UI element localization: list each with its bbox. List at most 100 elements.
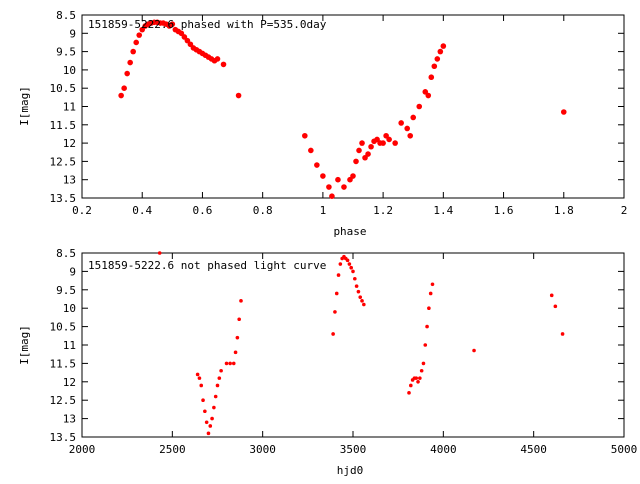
y-tick-label: 9 bbox=[69, 27, 76, 40]
data-point bbox=[365, 151, 371, 157]
data-point bbox=[233, 350, 238, 355]
data-point bbox=[212, 405, 216, 410]
y-axis-label: I[mag] bbox=[18, 86, 31, 126]
data-point bbox=[203, 409, 207, 414]
data-point bbox=[136, 32, 143, 38]
data-point bbox=[430, 282, 435, 287]
x-tick-label: 2 bbox=[621, 204, 628, 217]
data-point bbox=[206, 431, 211, 436]
data-point bbox=[437, 48, 444, 55]
y-tick-label: 10 bbox=[63, 64, 76, 77]
data-point bbox=[308, 147, 314, 154]
y-tick-label: 9.5 bbox=[56, 46, 76, 59]
data-point bbox=[347, 262, 352, 266]
y-tick-label: 11.5 bbox=[50, 119, 77, 132]
x-tick-label: 5000 bbox=[611, 443, 638, 456]
x-tick-label: 0.4 bbox=[132, 204, 152, 217]
data-point bbox=[329, 193, 335, 199]
data-point bbox=[414, 376, 419, 380]
data-point bbox=[124, 70, 130, 77]
data-point bbox=[421, 361, 426, 366]
y-tick-label: 9 bbox=[69, 265, 76, 278]
data-point bbox=[210, 416, 214, 421]
data-point bbox=[199, 383, 204, 388]
x-tick-label: 4500 bbox=[520, 443, 547, 456]
y-tick-label: 13 bbox=[63, 174, 76, 187]
x-axis-label: hjd0 bbox=[337, 464, 364, 477]
data-point bbox=[333, 310, 337, 314]
y-tick-label: 12 bbox=[63, 376, 76, 389]
x-tick-label: 4000 bbox=[430, 443, 457, 456]
y-tick-label: 8.5 bbox=[56, 247, 76, 260]
data-point bbox=[472, 348, 476, 353]
y-tick-label: 13.5 bbox=[50, 192, 77, 205]
data-point bbox=[404, 125, 411, 132]
data-point bbox=[398, 120, 404, 126]
data-point bbox=[302, 132, 308, 139]
y-tick-label: 12 bbox=[63, 137, 76, 150]
y-tick-label: 11.5 bbox=[50, 357, 77, 370]
y-tick-label: 10.5 bbox=[50, 82, 77, 95]
data-point bbox=[336, 273, 341, 277]
data-point bbox=[121, 85, 127, 91]
data-point bbox=[358, 295, 363, 299]
x-tick-label: 1.4 bbox=[433, 204, 453, 217]
data-point bbox=[334, 291, 339, 296]
data-point bbox=[314, 162, 320, 168]
data-point bbox=[427, 306, 431, 311]
x-axis-label: phase bbox=[333, 225, 366, 238]
data-point bbox=[197, 376, 202, 380]
data-point bbox=[351, 269, 355, 274]
data-point bbox=[335, 176, 341, 183]
x-tick-label: 0.2 bbox=[72, 204, 92, 217]
data-point bbox=[239, 299, 243, 303]
data-point bbox=[169, 21, 176, 27]
data-point bbox=[434, 56, 441, 62]
data-point bbox=[356, 147, 362, 154]
x-tick-label: 0.8 bbox=[253, 204, 273, 217]
data-point bbox=[157, 251, 162, 255]
plot-frame bbox=[81, 14, 625, 199]
data-point bbox=[560, 109, 567, 115]
x-tick-label: 1.6 bbox=[494, 204, 514, 217]
data-point bbox=[428, 74, 435, 81]
data-point bbox=[407, 132, 414, 139]
y-tick-label: 12.5 bbox=[50, 155, 77, 168]
y-tick-label: 13.5 bbox=[50, 431, 77, 444]
data-point bbox=[368, 143, 374, 150]
data-point bbox=[224, 361, 229, 366]
data-point bbox=[425, 92, 432, 99]
data-point bbox=[133, 39, 139, 46]
data-point bbox=[217, 376, 222, 380]
data-point bbox=[362, 302, 366, 307]
y-tick-label: 10.5 bbox=[50, 321, 77, 334]
x-tick-label: 1 bbox=[320, 204, 327, 217]
x-tick-label: 3000 bbox=[249, 443, 276, 456]
data-point bbox=[235, 92, 242, 99]
data-point bbox=[353, 276, 357, 281]
data-point bbox=[350, 173, 356, 179]
data-point bbox=[560, 332, 565, 336]
data-point bbox=[214, 56, 221, 62]
data-point bbox=[425, 324, 429, 329]
data-point bbox=[341, 184, 347, 190]
data-point bbox=[359, 140, 365, 146]
data-point bbox=[237, 317, 241, 322]
data-point bbox=[201, 398, 205, 403]
unphased-panel: hjd0 I[mag] 2000 2500 3000 3500 4000 4500 5000… bbox=[18, 247, 637, 477]
data-point bbox=[380, 140, 386, 146]
data-point bbox=[213, 394, 218, 399]
x-tick-label: 1.8 bbox=[554, 204, 574, 217]
data-point bbox=[118, 92, 124, 99]
data-point bbox=[345, 258, 350, 263]
data-point bbox=[416, 380, 420, 384]
data-point bbox=[356, 289, 361, 294]
data-point bbox=[215, 383, 220, 388]
data-point bbox=[440, 43, 447, 49]
data-point bbox=[349, 265, 353, 270]
data-point bbox=[338, 262, 343, 266]
data-point bbox=[409, 383, 413, 388]
data-point bbox=[127, 59, 133, 66]
